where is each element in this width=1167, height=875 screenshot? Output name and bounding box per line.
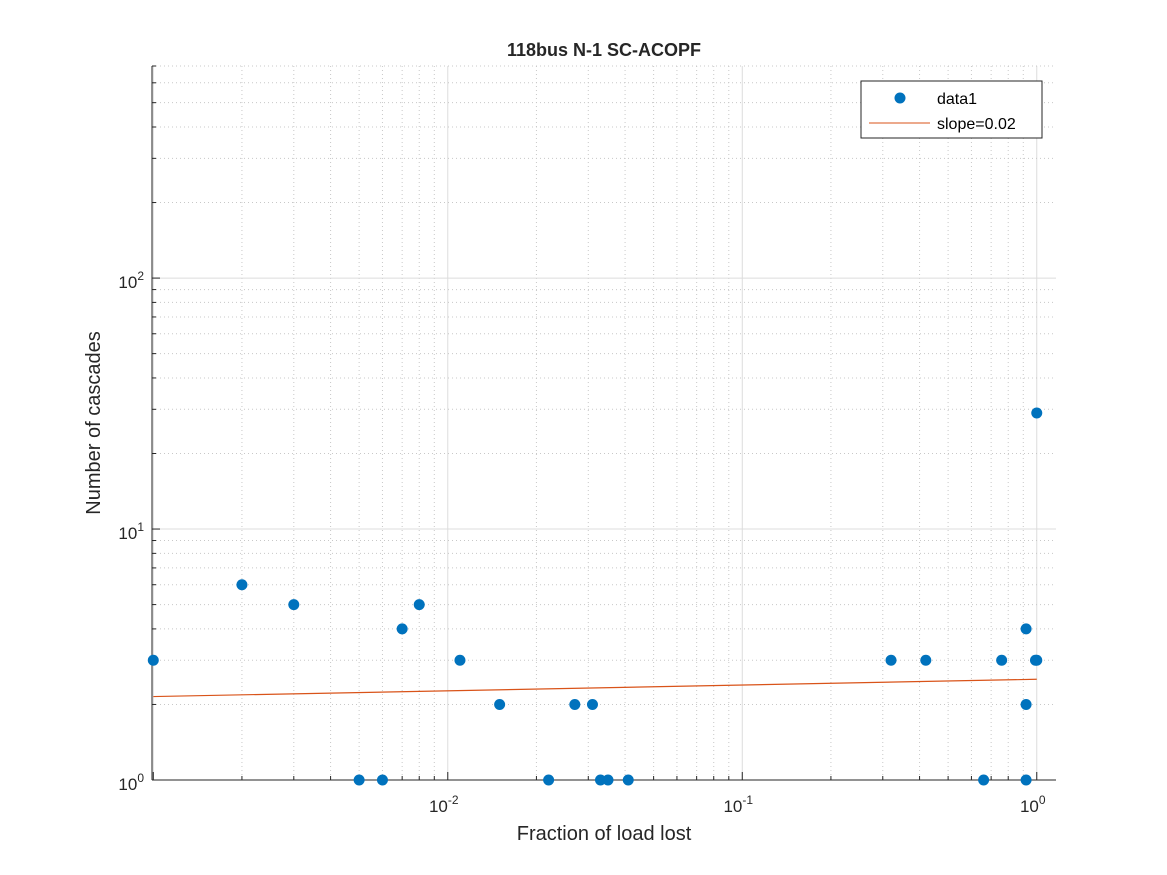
x-tick-label: 10-1 <box>723 793 753 816</box>
x-tick-label: 100 <box>1020 793 1046 816</box>
data-point <box>594 774 606 786</box>
plot-area <box>152 66 1056 780</box>
legend-label-data1: data1 <box>937 91 977 108</box>
data-point <box>236 579 248 591</box>
data-point <box>1020 698 1032 710</box>
data-point <box>920 654 932 666</box>
legend-label-slope: slope=0.02 <box>937 116 1016 133</box>
data-point <box>413 599 425 611</box>
data-point <box>353 774 365 786</box>
data-point <box>147 654 159 666</box>
data-point <box>569 698 581 710</box>
data-point <box>1031 407 1043 419</box>
data-point <box>1020 623 1032 635</box>
data-point <box>454 654 466 666</box>
data-point <box>1031 654 1043 666</box>
y-axis-label: Number of cascades <box>83 331 105 514</box>
data-point <box>602 774 614 786</box>
data-point <box>543 774 555 786</box>
tick-labels: 10-2 10-1 100 100 101 102 <box>118 269 1045 816</box>
data-points <box>147 407 1043 786</box>
data-point <box>978 774 990 786</box>
x-axis-label: Fraction of load lost <box>517 823 692 845</box>
data-point <box>1020 774 1032 786</box>
data-point <box>494 698 506 710</box>
data-point <box>622 774 634 786</box>
chart-title: 118bus N-1 SC-ACOPF <box>507 40 701 60</box>
data-point <box>885 654 897 666</box>
data-point <box>586 698 598 710</box>
legend: data1 slope=0.02 <box>860 80 1043 139</box>
y-tick-label: 101 <box>118 520 144 543</box>
data-point <box>996 654 1008 666</box>
data-point <box>288 599 300 611</box>
legend-marker-data1 <box>894 92 906 104</box>
y-tick-label: 102 <box>118 269 144 292</box>
y-tick-label: 100 <box>118 771 144 794</box>
data-point <box>396 623 408 635</box>
legend-box <box>860 80 1043 139</box>
x-tick-label: 10-2 <box>429 793 459 816</box>
fit-line-layer <box>153 678 1037 698</box>
data-point <box>376 774 388 786</box>
fit-line <box>153 678 1037 698</box>
grid-lines <box>152 65 1056 781</box>
